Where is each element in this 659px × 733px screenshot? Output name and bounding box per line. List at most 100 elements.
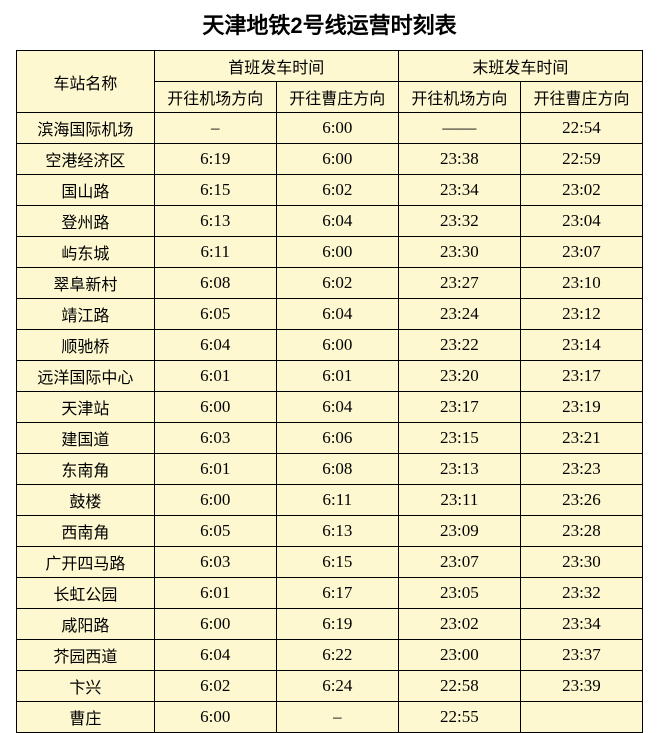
table-row: 空港经济区6:196:0023:3822:59	[17, 144, 643, 175]
cell-first-caozhuang: 6:13	[276, 516, 398, 547]
page-title: 天津地铁2号线运营时刻表	[16, 8, 643, 40]
cell-station: 卞兴	[17, 671, 155, 702]
cell-last-caozhuang: 23:30	[520, 547, 642, 578]
cell-last-airport: 23:20	[398, 361, 520, 392]
cell-last-caozhuang: 22:54	[520, 113, 642, 144]
cell-first-caozhuang: 6:04	[276, 299, 398, 330]
table-row: 靖江路6:056:0423:2423:12	[17, 299, 643, 330]
table-row: 曹庄6:00–22:55	[17, 702, 643, 733]
cell-first-caozhuang: 6:15	[276, 547, 398, 578]
cell-last-airport: 23:05	[398, 578, 520, 609]
cell-first-caozhuang: 6:00	[276, 113, 398, 144]
cell-first-airport: 6:15	[154, 175, 276, 206]
cell-last-airport: 23:09	[398, 516, 520, 547]
cell-first-airport: 6:05	[154, 516, 276, 547]
cell-last-caozhuang: 23:12	[520, 299, 642, 330]
cell-last-caozhuang: 23:23	[520, 454, 642, 485]
cell-station: 鼓楼	[17, 485, 155, 516]
cell-last-caozhuang	[520, 702, 642, 733]
cell-station: 建国道	[17, 423, 155, 454]
table-row: 建国道6:036:0623:1523:21	[17, 423, 643, 454]
cell-last-caozhuang: 23:37	[520, 640, 642, 671]
cell-first-airport: 6:01	[154, 578, 276, 609]
cell-station: 登州路	[17, 206, 155, 237]
table-row: 东南角6:016:0823:1323:23	[17, 454, 643, 485]
table-row: 登州路6:136:0423:3223:04	[17, 206, 643, 237]
cell-station: 空港经济区	[17, 144, 155, 175]
cell-first-airport: 6:00	[154, 702, 276, 733]
cell-station: 西南角	[17, 516, 155, 547]
cell-last-caozhuang: 23:39	[520, 671, 642, 702]
table-row: 鼓楼6:006:1123:1123:26	[17, 485, 643, 516]
cell-last-caozhuang: 22:59	[520, 144, 642, 175]
cell-first-airport: 6:00	[154, 609, 276, 640]
cell-first-airport: 6:01	[154, 361, 276, 392]
cell-station: 曹庄	[17, 702, 155, 733]
table-row: 顺驰桥6:046:0023:2223:14	[17, 330, 643, 361]
timetable: 车站名称 首班发车时间 末班发车时间 开往机场方向 开往曹庄方向 开往机场方向 …	[16, 50, 643, 733]
cell-last-airport: 23:30	[398, 237, 520, 268]
cell-first-caozhuang: –	[276, 702, 398, 733]
cell-last-caozhuang: 23:02	[520, 175, 642, 206]
cell-last-airport: 23:27	[398, 268, 520, 299]
table-row: 广开四马路6:036:1523:0723:30	[17, 547, 643, 578]
cell-station: 咸阳路	[17, 609, 155, 640]
cell-station: 远洋国际中心	[17, 361, 155, 392]
cell-last-caozhuang: 23:10	[520, 268, 642, 299]
cell-first-airport: 6:08	[154, 268, 276, 299]
cell-last-caozhuang: 23:26	[520, 485, 642, 516]
cell-first-caozhuang: 6:24	[276, 671, 398, 702]
cell-first-caozhuang: 6:01	[276, 361, 398, 392]
cell-last-caozhuang: 23:14	[520, 330, 642, 361]
cell-station: 芥园西道	[17, 640, 155, 671]
table-body: 滨海国际机场–6:00——22:54空港经济区6:196:0023:3822:5…	[17, 113, 643, 733]
cell-last-caozhuang: 23:19	[520, 392, 642, 423]
table-header: 车站名称 首班发车时间 末班发车时间 开往机场方向 开往曹庄方向 开往机场方向 …	[17, 51, 643, 113]
col-station-name: 车站名称	[17, 51, 155, 113]
table-row: 天津站6:006:0423:1723:19	[17, 392, 643, 423]
cell-station: 广开四马路	[17, 547, 155, 578]
cell-first-caozhuang: 6:17	[276, 578, 398, 609]
cell-station: 屿东城	[17, 237, 155, 268]
cell-station: 东南角	[17, 454, 155, 485]
col-last-to-caozhuang: 开往曹庄方向	[520, 82, 642, 113]
cell-last-airport: 23:17	[398, 392, 520, 423]
col-first-train: 首班发车时间	[154, 51, 398, 82]
table-row: 翠阜新村6:086:0223:2723:10	[17, 268, 643, 299]
cell-first-caozhuang: 6:04	[276, 206, 398, 237]
cell-last-caozhuang: 23:32	[520, 578, 642, 609]
cell-station: 天津站	[17, 392, 155, 423]
cell-first-caozhuang: 6:00	[276, 144, 398, 175]
cell-first-airport: 6:01	[154, 454, 276, 485]
col-first-to-caozhuang: 开往曹庄方向	[276, 82, 398, 113]
cell-last-airport: 23:00	[398, 640, 520, 671]
cell-first-caozhuang: 6:04	[276, 392, 398, 423]
cell-last-caozhuang: 23:04	[520, 206, 642, 237]
cell-first-airport: 6:11	[154, 237, 276, 268]
cell-first-airport: 6:19	[154, 144, 276, 175]
cell-first-caozhuang: 6:06	[276, 423, 398, 454]
cell-last-airport: 23:32	[398, 206, 520, 237]
cell-first-caozhuang: 6:00	[276, 237, 398, 268]
cell-first-airport: 6:04	[154, 330, 276, 361]
cell-last-airport: 23:24	[398, 299, 520, 330]
cell-first-caozhuang: 6:11	[276, 485, 398, 516]
cell-station: 靖江路	[17, 299, 155, 330]
cell-last-airport: 23:11	[398, 485, 520, 516]
cell-station: 滨海国际机场	[17, 113, 155, 144]
cell-first-airport: 6:03	[154, 547, 276, 578]
cell-last-airport: 23:02	[398, 609, 520, 640]
cell-first-caozhuang: 6:19	[276, 609, 398, 640]
cell-station: 顺驰桥	[17, 330, 155, 361]
table-row: 屿东城6:116:0023:3023:07	[17, 237, 643, 268]
cell-first-caozhuang: 6:02	[276, 175, 398, 206]
cell-last-airport: 23:15	[398, 423, 520, 454]
table-row: 远洋国际中心6:016:0123:2023:17	[17, 361, 643, 392]
table-row: 长虹公园6:016:1723:0523:32	[17, 578, 643, 609]
cell-last-airport: 22:58	[398, 671, 520, 702]
col-last-train: 末班发车时间	[398, 51, 642, 82]
table-row: 芥园西道6:046:2223:0023:37	[17, 640, 643, 671]
cell-first-airport: 6:00	[154, 392, 276, 423]
cell-last-caozhuang: 23:17	[520, 361, 642, 392]
cell-last-caozhuang: 23:28	[520, 516, 642, 547]
